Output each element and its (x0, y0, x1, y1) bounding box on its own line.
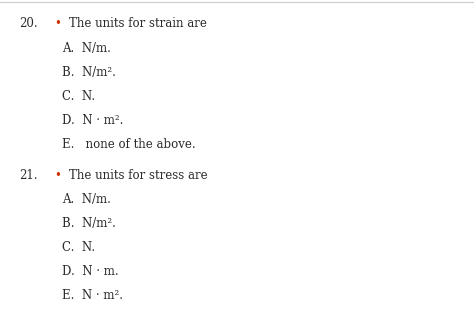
Text: E.   none of the above.: E. none of the above. (62, 138, 195, 151)
Text: B.  N/m².: B. N/m². (62, 217, 116, 230)
Text: D.  N · m.: D. N · m. (62, 265, 118, 278)
Text: A.  N/m.: A. N/m. (62, 193, 110, 206)
Text: C.  N.: C. N. (62, 90, 95, 103)
Text: C.  N.: C. N. (62, 241, 95, 254)
Text: •: • (55, 17, 62, 31)
Text: The units for stress are: The units for stress are (69, 169, 207, 182)
Text: •: • (55, 169, 62, 182)
Text: B.  N/m².: B. N/m². (62, 66, 116, 79)
Text: E.  N · m².: E. N · m². (62, 289, 123, 302)
Text: 21.: 21. (19, 169, 37, 182)
Text: The units for strain are: The units for strain are (69, 17, 207, 31)
Text: A.  N/m.: A. N/m. (62, 42, 110, 55)
Text: 20.: 20. (19, 17, 37, 31)
Text: D.  N · m².: D. N · m². (62, 114, 123, 127)
